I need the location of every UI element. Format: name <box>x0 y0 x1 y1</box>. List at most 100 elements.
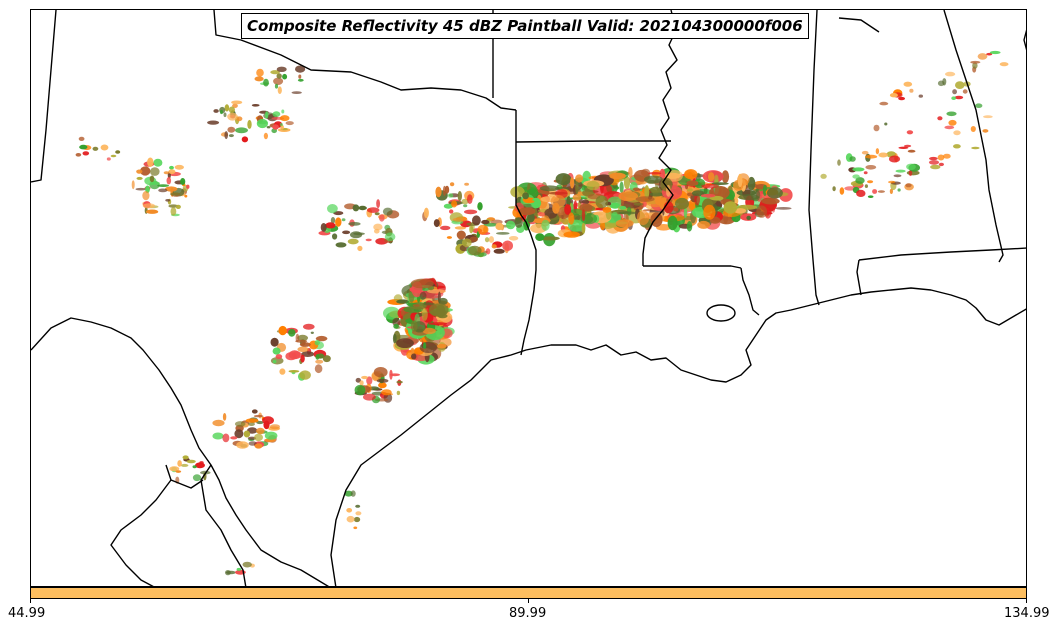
reflectivity-blob <box>314 364 323 374</box>
reflectivity-blob <box>347 238 359 245</box>
reflectivity-blob <box>315 335 328 342</box>
reflectivity-blob <box>299 342 311 347</box>
reflectivity-blob <box>852 174 860 179</box>
reflectivity-blob <box>192 465 197 469</box>
reflectivity-blob <box>518 207 536 216</box>
reflectivity-blob <box>270 337 279 347</box>
reflectivity-blob <box>714 186 722 196</box>
reflectivity-blob <box>234 429 244 439</box>
reflectivity-blob <box>279 123 283 127</box>
reflectivity-blob <box>999 62 1009 67</box>
reflectivity-blob <box>272 347 281 355</box>
reflectivity-blob <box>411 353 417 360</box>
reflectivity-blob <box>977 53 988 60</box>
lake-pontchartrain <box>706 304 736 322</box>
mexico-state-line-3 <box>170 479 204 489</box>
reflectivity-blob <box>186 459 196 464</box>
mexico-state-line-1 <box>110 464 172 586</box>
reflectivity-blob <box>879 101 889 106</box>
reflectivity-blob <box>170 192 181 196</box>
reflectivity-blob <box>396 299 410 304</box>
reflectivity-blob <box>412 304 420 307</box>
reflectivity-blob <box>855 177 865 184</box>
reflectivity-blob <box>889 188 894 194</box>
reflectivity-blob <box>723 201 738 214</box>
colorbar-tick-mark <box>528 599 529 603</box>
reflectivity-blob <box>524 199 535 204</box>
colorbar-tick-mark <box>30 599 31 603</box>
reflectivity-blob <box>877 190 885 193</box>
reflectivity-blob <box>609 172 626 180</box>
reflectivity-blob <box>245 418 259 423</box>
reflectivity-blob <box>282 73 288 80</box>
reflectivity-blob <box>350 490 356 497</box>
reflectivity-blob <box>110 154 117 158</box>
reflectivity-blob <box>575 174 584 183</box>
reflectivity-blob <box>320 223 327 232</box>
reflectivity-blob <box>602 207 612 213</box>
reflectivity-blob <box>136 169 143 174</box>
reflectivity-blob <box>266 126 271 129</box>
mississippi-alabama-border <box>808 10 820 306</box>
reflectivity-blob <box>568 212 575 225</box>
reflectivity-blob <box>235 127 248 134</box>
reflectivity-blob <box>467 194 473 205</box>
reflectivity-blob <box>224 104 230 112</box>
reflectivity-blob <box>530 197 542 209</box>
reflectivity-blob <box>904 144 912 148</box>
reflectivity-blob <box>325 222 336 229</box>
reflectivity-blob <box>633 202 644 206</box>
reflectivity-blob <box>358 205 367 211</box>
reflectivity-blob <box>928 160 940 165</box>
reflectivity-blob <box>697 220 710 229</box>
reflectivity-blob <box>709 195 724 201</box>
reflectivity-blob <box>906 163 916 170</box>
reflectivity-blob <box>315 354 320 360</box>
reflectivity-blob <box>650 212 663 227</box>
reflectivity-blob <box>456 230 466 240</box>
reflectivity-blob <box>150 167 160 176</box>
reflectivity-blob <box>389 369 393 380</box>
reflectivity-blob <box>288 370 300 373</box>
reflectivity-blob <box>256 420 264 425</box>
reflectivity-blob <box>746 215 751 220</box>
rio-grande-border <box>31 317 330 586</box>
reflectivity-blob <box>884 122 888 126</box>
reflectivity-blob <box>756 205 768 218</box>
reflectivity-blob <box>396 380 403 384</box>
reflectivity-blob <box>180 463 189 467</box>
reflectivity-blob <box>675 197 689 210</box>
reflectivity-blob <box>595 195 609 209</box>
reflectivity-blob <box>383 306 400 320</box>
reflectivity-blob <box>314 340 320 346</box>
reflectivity-blob <box>721 170 730 184</box>
reflectivity-blob <box>373 223 383 231</box>
reflectivity-blob <box>908 169 913 177</box>
reflectivity-blob <box>106 157 111 161</box>
reflectivity-blob <box>615 219 634 228</box>
reflectivity-blob <box>195 462 205 469</box>
reflectivity-blob <box>468 245 482 256</box>
reflectivity-blob <box>667 215 678 231</box>
reflectivity-blob <box>301 351 315 357</box>
reflectivity-blob <box>433 219 440 228</box>
reflectivity-blob <box>279 368 286 375</box>
reflectivity-blob <box>514 217 523 228</box>
reflectivity-blob <box>222 433 230 443</box>
reflectivity-blob <box>539 185 560 192</box>
reflectivity-blob <box>151 181 160 185</box>
reflectivity-blob <box>477 224 488 235</box>
reflectivity-blob <box>269 424 280 430</box>
reflectivity-blob <box>227 126 236 133</box>
reflectivity-blob <box>469 236 478 242</box>
reflectivity-blob <box>297 346 309 353</box>
reflectivity-blob <box>310 331 314 334</box>
reflectivity-blob <box>703 204 716 220</box>
reflectivity-blob <box>655 196 662 206</box>
reflectivity-blob <box>700 193 716 198</box>
reflectivity-blob <box>540 236 560 241</box>
reflectivity-blob <box>272 111 281 117</box>
reflectivity-blob <box>393 323 399 329</box>
reflectivity-blob <box>327 204 338 214</box>
reflectivity-blob <box>898 96 905 101</box>
